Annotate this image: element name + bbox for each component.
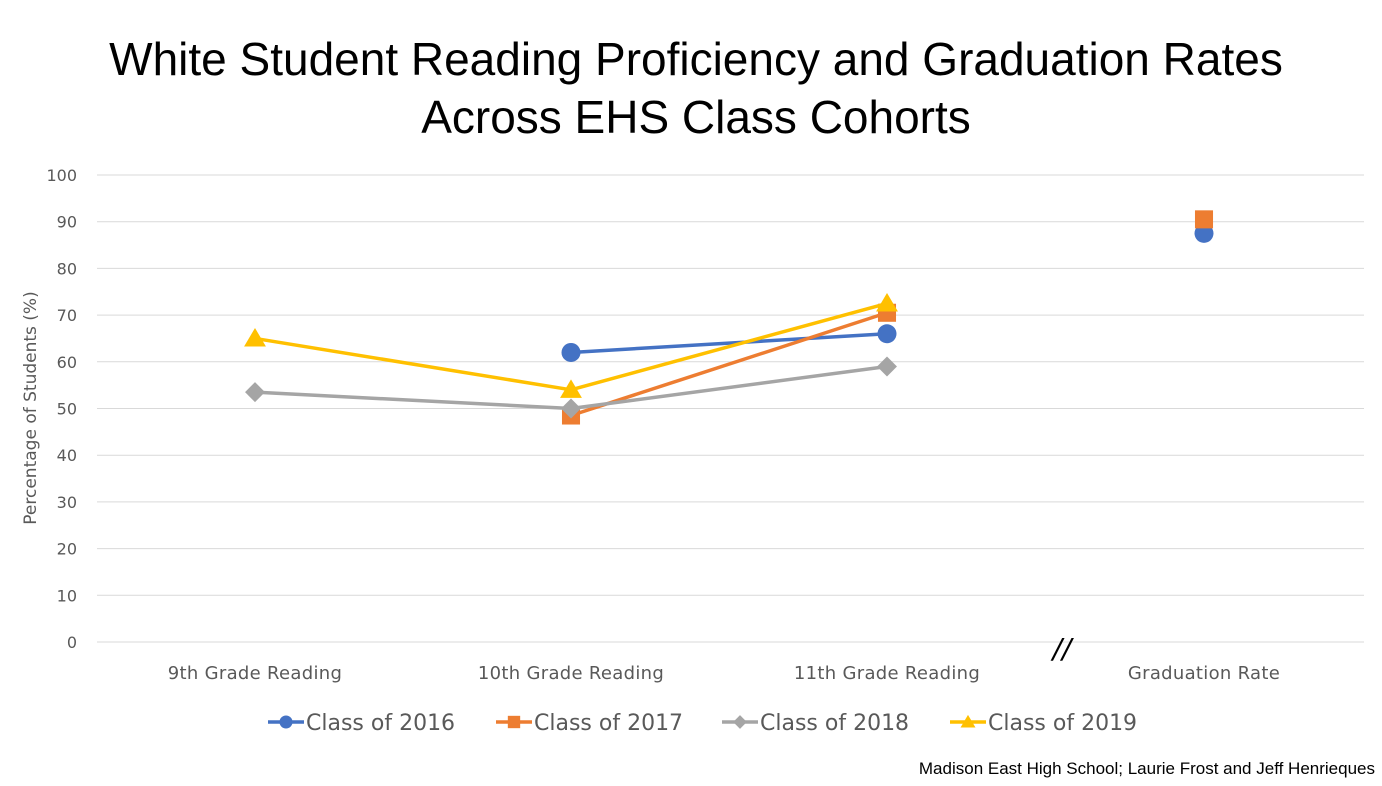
legend-item-class-of-2018: Class of 2018 (722, 711, 909, 736)
chart-title-line-1: White Student Reading Proficiency and Gr… (109, 33, 1283, 85)
y-tick-label: 30 (57, 493, 77, 512)
series-class-of-2016 (562, 224, 1214, 362)
data-point (244, 328, 266, 347)
data-point (877, 356, 897, 376)
series-line (571, 334, 887, 353)
y-tick-label: 100 (46, 166, 77, 185)
data-point (508, 716, 520, 728)
source-note: Madison East High School; Laurie Frost a… (919, 759, 1375, 778)
chart-title-line-2: Across EHS Class Cohorts (421, 91, 971, 143)
y-tick-label: 60 (57, 353, 77, 372)
data-point (280, 716, 293, 729)
y-tick-label: 70 (57, 306, 77, 325)
chart: White Student Reading Proficiency and Gr… (0, 0, 1382, 786)
series-line (571, 313, 887, 416)
x-tick-label: 11th Grade Reading (794, 663, 980, 684)
legend-item-class-of-2017: Class of 2017 (496, 711, 683, 736)
y-tick-label: 0 (67, 633, 77, 652)
x-tick-label: Graduation Rate (1128, 663, 1280, 684)
y-tick-label: 80 (57, 259, 77, 278)
data-point (562, 343, 581, 362)
y-tick-label: 50 (57, 400, 77, 419)
x-axis-ticks: 9th Grade Reading 10th Grade Reading 11th … (168, 663, 1280, 684)
data-point (733, 715, 747, 729)
y-tick-label: 20 (57, 540, 77, 559)
y-tick-label: 40 (57, 446, 77, 465)
legend-label: Class of 2018 (760, 711, 909, 736)
data-point (1195, 210, 1213, 228)
legend: Class of 2016 Class of 2017 Class of 2018 C… (268, 711, 1137, 736)
legend-item-class-of-2019: Class of 2019 (950, 711, 1137, 736)
data-point (876, 293, 898, 312)
y-tick-label: 90 (57, 213, 77, 232)
y-axis-ticks: 0 10 20 30 40 50 60 70 80 90 100 (46, 166, 77, 652)
legend-label: Class of 2017 (534, 711, 683, 736)
data-point (878, 324, 897, 343)
y-tick-label: 10 (57, 586, 77, 605)
x-tick-label: 10th Grade Reading (478, 663, 664, 684)
data-point (245, 382, 265, 402)
x-tick-label: 9th Grade Reading (168, 663, 342, 684)
legend-label: Class of 2019 (988, 711, 1137, 736)
y-axis-label: Percentage of Students (%) (21, 291, 41, 524)
legend-item-class-of-2016: Class of 2016 (268, 711, 455, 736)
gridlines (97, 175, 1364, 642)
series-class-of-2017 (562, 210, 1213, 424)
axis-break-mark: // (1050, 632, 1074, 665)
series-layer (244, 210, 1213, 424)
legend-label: Class of 2016 (306, 711, 455, 736)
